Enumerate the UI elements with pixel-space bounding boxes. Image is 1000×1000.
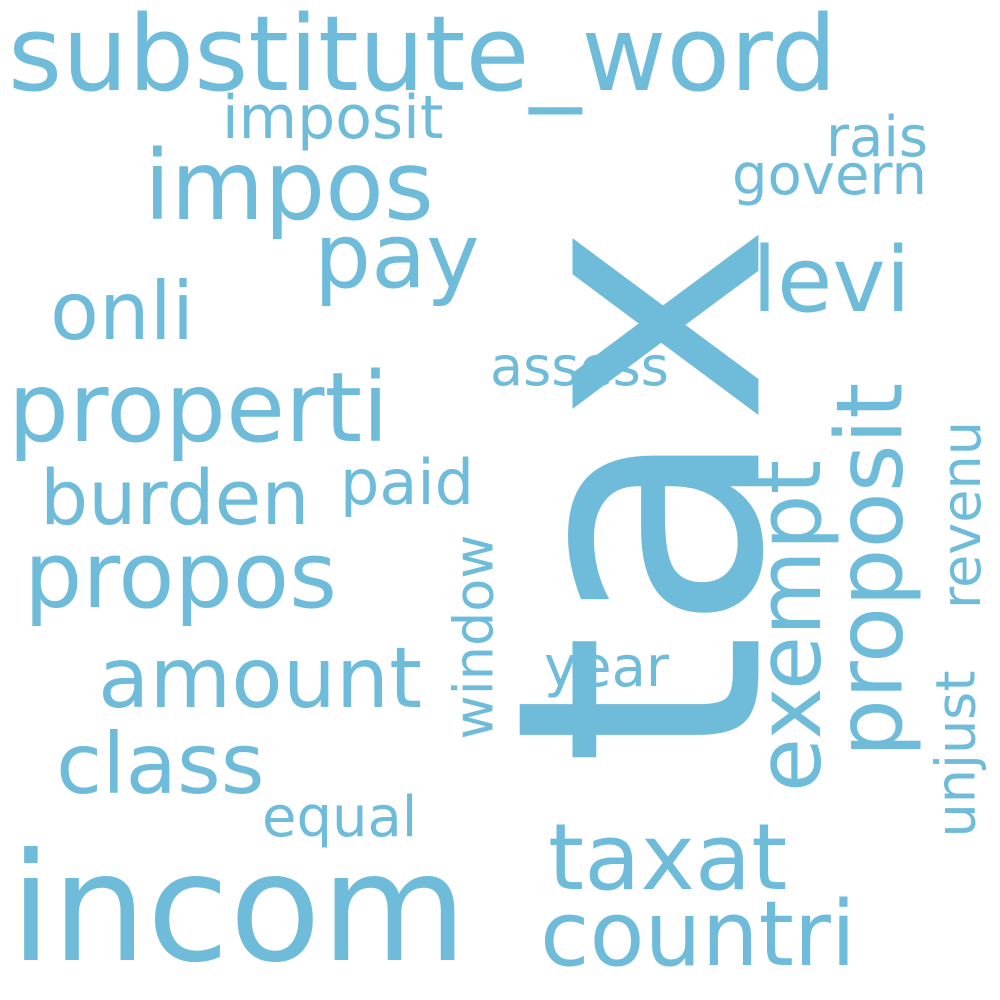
word-substitute-word: substitute_word [8,0,838,115]
word-revenu: revenu [929,421,993,609]
word-amount: amount [98,629,423,727]
word-taxat: taxat [548,804,788,911]
word-rais: rais [826,105,929,170]
word-levi: levi [752,228,911,333]
word-burden: burden [40,453,310,542]
word-equal: equal [262,785,418,850]
word-impos: impos [144,130,434,242]
word-proposit: proposit [816,382,924,758]
word-imposit: imposit [222,83,444,153]
word-countri: countri [540,882,856,987]
word-onli: onli [50,265,195,358]
word-properti: properti [8,352,389,464]
word-unjust: unjust [924,670,988,838]
word-govern: govern [732,143,927,208]
word-assess: assess [490,335,669,398]
word-class: class [56,715,265,813]
word-pay: pay [314,204,480,309]
word-window: window [442,534,506,740]
word-propos: propos [24,522,338,629]
word-year: year [544,635,669,700]
word-paid: paid [340,446,474,519]
word-incom: incom [10,822,468,996]
